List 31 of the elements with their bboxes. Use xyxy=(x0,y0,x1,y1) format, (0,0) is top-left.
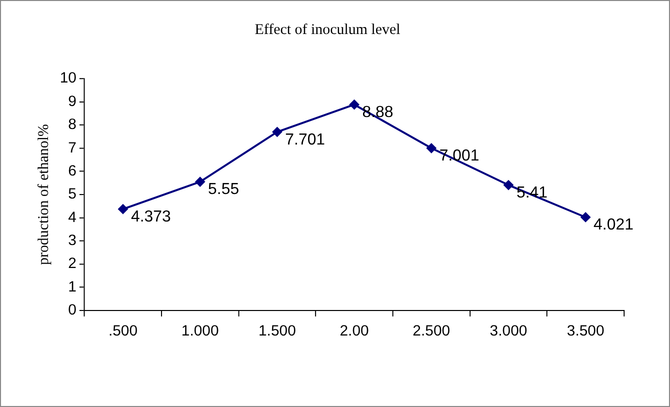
y-tick-label: 8 xyxy=(68,116,76,134)
chart-title: Effect of inoculum level xyxy=(254,22,400,38)
y-tick-label: 5 xyxy=(68,186,76,203)
x-tick-label: .500 xyxy=(108,322,138,340)
y-tick-label: 1 xyxy=(68,278,76,296)
y-tick-label: 2 xyxy=(68,255,76,272)
point xyxy=(272,126,282,137)
x-tick-label: 3.000 xyxy=(490,322,528,340)
point xyxy=(426,143,436,154)
point xyxy=(195,176,206,187)
data-label: 4.021 xyxy=(594,216,634,234)
y-tick-label: 9 xyxy=(68,92,76,110)
point xyxy=(349,100,360,110)
y-tick-label: 4 xyxy=(68,208,76,226)
x-tick-label: 1.500 xyxy=(258,322,296,340)
x-tick-label: 3.500 xyxy=(566,322,604,340)
y-tick-label: 0 xyxy=(68,302,76,319)
y-tick-label: 6 xyxy=(68,162,76,180)
y-tick-label: 3 xyxy=(68,232,76,250)
point xyxy=(118,204,128,214)
x-tick-label: 1.000 xyxy=(181,322,219,340)
point xyxy=(504,180,514,190)
data-label: 4.373 xyxy=(130,208,171,226)
y-tick-label: 10 xyxy=(60,70,76,87)
point xyxy=(580,212,591,222)
x-tick-label: 2.00 xyxy=(340,322,369,340)
data-label: 7.701 xyxy=(285,131,326,148)
data-label: 5.55 xyxy=(208,181,240,198)
y-axis-title: production of ethanol% xyxy=(36,124,52,265)
y-tick-label: 7 xyxy=(68,139,76,156)
x-tick-label: 2.500 xyxy=(412,322,450,340)
